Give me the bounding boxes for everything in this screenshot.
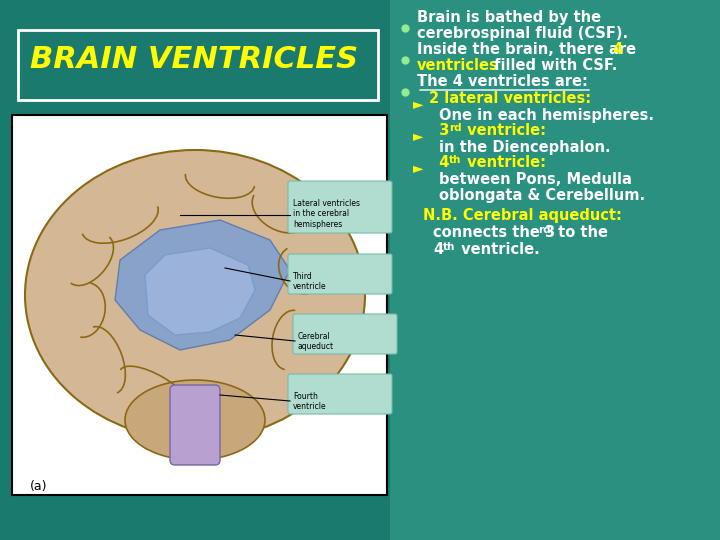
Text: 4: 4 xyxy=(429,155,449,170)
Text: One in each hemispheres.: One in each hemispheres. xyxy=(439,108,654,123)
Text: (a): (a) xyxy=(30,480,48,493)
FancyBboxPatch shape xyxy=(390,0,720,540)
Text: rd: rd xyxy=(538,225,551,235)
Text: between Pons, Medulla: between Pons, Medulla xyxy=(439,172,632,187)
Text: Lateral ventricles
in the cerebral
hemispheres: Lateral ventricles in the cerebral hemis… xyxy=(293,199,360,229)
Text: th: th xyxy=(443,242,455,252)
Text: Cerebral
aqueduct: Cerebral aqueduct xyxy=(298,332,334,352)
Text: ►: ► xyxy=(413,161,423,175)
Text: ►: ► xyxy=(413,129,423,143)
Polygon shape xyxy=(115,220,290,350)
FancyBboxPatch shape xyxy=(170,385,220,465)
Text: connects the 3: connects the 3 xyxy=(433,225,555,240)
Text: cerebrospinal fluid (CSF).: cerebrospinal fluid (CSF). xyxy=(417,26,628,41)
Text: ventricles: ventricles xyxy=(417,58,499,73)
Text: Third
ventricle: Third ventricle xyxy=(293,272,327,292)
FancyBboxPatch shape xyxy=(293,314,397,354)
Text: th: th xyxy=(449,155,462,165)
Text: to the: to the xyxy=(553,225,608,240)
Text: ventricle:: ventricle: xyxy=(462,123,546,138)
FancyBboxPatch shape xyxy=(12,115,387,495)
Text: ventricle:: ventricle: xyxy=(462,155,546,170)
Text: Inside the brain, there are: Inside the brain, there are xyxy=(417,42,642,57)
Text: BRAIN VENTRICLES: BRAIN VENTRICLES xyxy=(30,45,358,74)
Text: 4: 4 xyxy=(433,242,443,257)
Text: filled with CSF.: filled with CSF. xyxy=(489,58,617,73)
Text: N.B. Cerebral aqueduct:: N.B. Cerebral aqueduct: xyxy=(423,208,622,223)
Ellipse shape xyxy=(125,380,265,460)
FancyBboxPatch shape xyxy=(18,30,378,100)
FancyBboxPatch shape xyxy=(288,181,392,233)
Text: in the Diencephalon.: in the Diencephalon. xyxy=(439,140,611,155)
Text: rd: rd xyxy=(449,123,462,133)
Text: Fourth
ventricle: Fourth ventricle xyxy=(293,392,327,411)
Ellipse shape xyxy=(25,150,365,440)
Text: 4: 4 xyxy=(612,42,622,57)
Text: Brain is bathed by the: Brain is bathed by the xyxy=(417,10,601,25)
Text: 2 lateral ventricles:: 2 lateral ventricles: xyxy=(429,91,591,106)
FancyBboxPatch shape xyxy=(288,374,392,414)
Polygon shape xyxy=(145,248,255,335)
Text: 3: 3 xyxy=(429,123,449,138)
Text: The 4 ventricles are:: The 4 ventricles are: xyxy=(417,74,588,89)
Text: ►: ► xyxy=(413,97,423,111)
Text: oblongata & Cerebellum.: oblongata & Cerebellum. xyxy=(439,188,645,203)
Text: ventricle.: ventricle. xyxy=(456,242,540,257)
FancyBboxPatch shape xyxy=(288,254,392,294)
